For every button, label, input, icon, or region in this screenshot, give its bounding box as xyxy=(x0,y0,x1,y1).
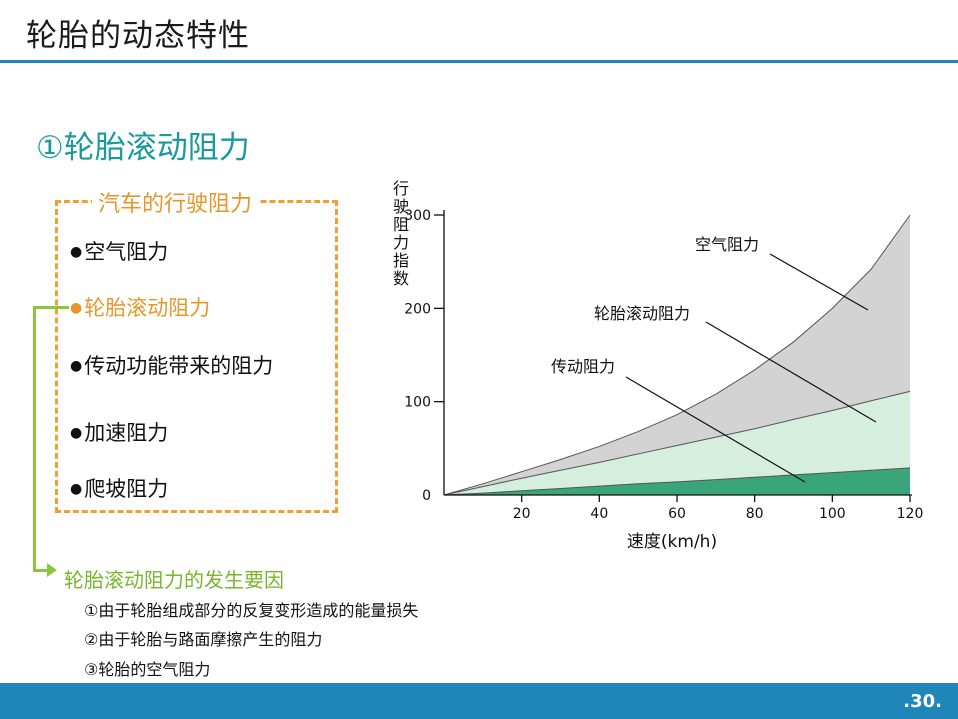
area-rolling xyxy=(444,391,910,495)
resistance-item-acceleration: ●加速阻力 xyxy=(70,417,168,447)
y-tick-label: 300 xyxy=(404,208,431,224)
connector-line-vertical xyxy=(33,306,36,572)
bullet-icon: ● xyxy=(70,358,83,374)
y-axis-label-char: 指 xyxy=(393,251,409,270)
chart-ticks: 0 100 200 300 20 40 60 80 100 120 xyxy=(404,208,923,522)
page-title: 轮胎的动态特性 xyxy=(26,18,250,54)
resistance-item-grade: ●爬坡阻力 xyxy=(70,473,168,503)
leader-line xyxy=(625,376,806,483)
title-divider xyxy=(0,60,958,63)
x-axis-label: 速度(km/h) xyxy=(627,532,717,552)
cause-item: ③轮胎的空气阻力 xyxy=(84,660,211,679)
x-tick-label: 40 xyxy=(590,506,608,522)
x-tick-label: 60 xyxy=(668,506,686,522)
bullet-icon: ● xyxy=(70,244,83,260)
leader-line xyxy=(705,321,877,423)
line-air xyxy=(443,214,911,496)
series-label: 轮胎滚动阻力 xyxy=(594,304,690,323)
y-tick-label: 100 xyxy=(404,395,431,411)
x-tick-label: 120 xyxy=(897,506,924,522)
resistance-item-label: 加速阻力 xyxy=(84,421,169,445)
y-axis-label-char: 阻 xyxy=(393,215,409,234)
series-label: 传动阻力 xyxy=(551,357,615,376)
bullet-icon: ● xyxy=(70,300,83,316)
cause-item: ②由于轮胎与路面摩擦产生的阻力 xyxy=(84,630,323,649)
y-tick-label: 200 xyxy=(404,301,431,317)
y-axis-label-char: 行 xyxy=(393,179,409,198)
resistance-item-label: 爬坡阻力 xyxy=(84,477,169,501)
resistance-item-rolling: ●轮胎滚动阻力 xyxy=(70,292,210,322)
page-number: .30. xyxy=(903,691,942,712)
section-heading: ①轮胎滚动阻力 xyxy=(36,130,250,166)
bullet-icon: ● xyxy=(70,481,83,497)
connector-line-bottom xyxy=(33,569,49,572)
chart-areas xyxy=(444,215,910,495)
series-label: 空气阻力 xyxy=(695,235,759,254)
resistance-item-drivetrain: ●传动功能带来的阻力 xyxy=(70,350,273,380)
area-drivetrain xyxy=(444,467,910,495)
y-axis-label-char: 驶 xyxy=(393,197,409,216)
line-rolling xyxy=(443,390,911,496)
causes-heading: 轮胎滚动阻力的发生要因 xyxy=(64,568,284,592)
resistance-item-label: 传动功能带来的阻力 xyxy=(84,354,274,378)
x-tick-label: 20 xyxy=(513,506,531,522)
resistance-item-label: 轮胎滚动阻力 xyxy=(84,296,211,320)
x-tick-label: 80 xyxy=(746,506,764,522)
connector-line-top xyxy=(33,306,69,309)
bullet-icon: ● xyxy=(70,425,83,441)
arrow-right-icon xyxy=(47,563,57,577)
y-axis-label-char: 力 xyxy=(393,233,409,252)
footer-bar: .30. xyxy=(0,683,958,719)
x-tick-label: 100 xyxy=(819,506,846,522)
leader-line xyxy=(769,253,869,311)
resistance-item-air: ●空气阻力 xyxy=(70,236,168,266)
chart-lines xyxy=(443,214,911,496)
resistance-item-label: 空气阻力 xyxy=(84,240,169,264)
line-drivetrain xyxy=(443,467,911,496)
y-axis-label-char: 数 xyxy=(393,269,409,288)
area-air xyxy=(444,215,910,495)
resistance-box-title: 汽车的行驶阻力 xyxy=(92,186,259,218)
y-tick-label: 0 xyxy=(422,488,431,504)
cause-item: ①由于轮胎组成部分的反复变形造成的能量损失 xyxy=(84,601,419,620)
